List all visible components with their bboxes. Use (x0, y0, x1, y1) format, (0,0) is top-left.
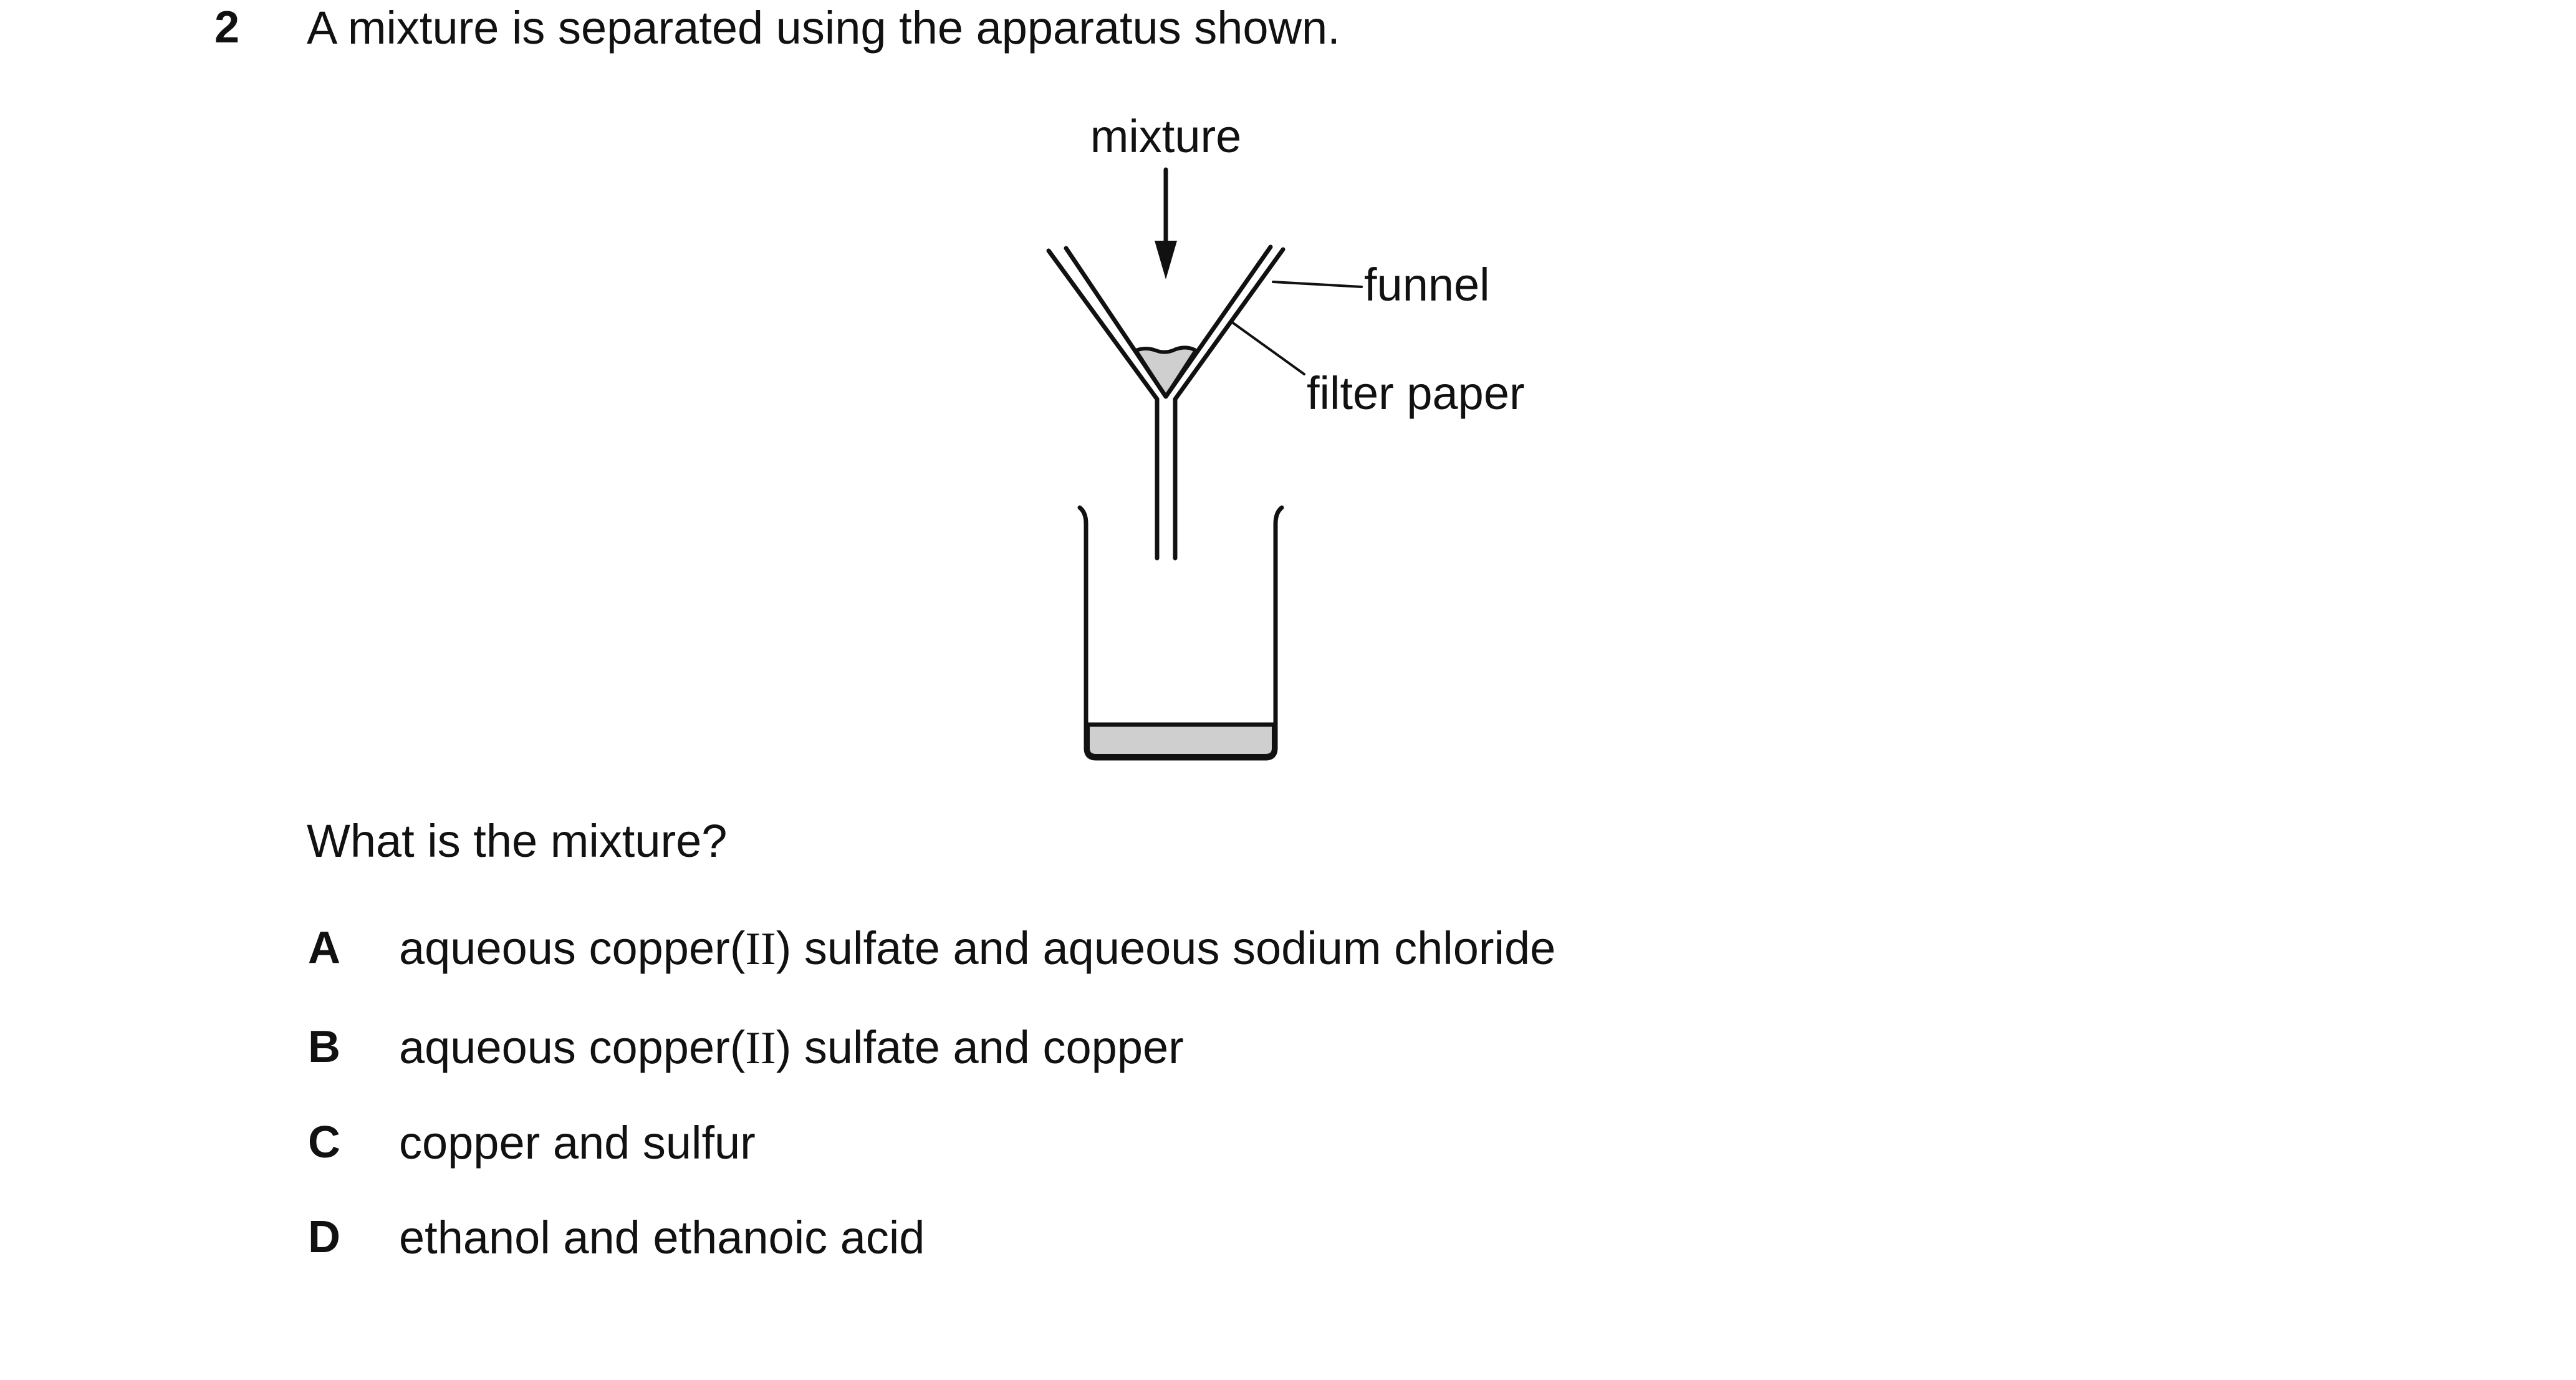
option-d-text[interactable]: ethanol and ethanoic acid (399, 1212, 925, 1263)
filter-paper-leader-line (1232, 322, 1305, 375)
question-number: 2 (214, 2, 240, 52)
funnel-leader-line (1272, 281, 1363, 288)
option-a-text[interactable]: aqueous copper(II) sulfate and aqueous s… (399, 922, 1556, 975)
option-c-letter[interactable]: C (308, 1117, 340, 1167)
option-d-letter[interactable]: D (308, 1212, 340, 1262)
label-funnel: funnel (1364, 259, 1490, 311)
option-b-letter[interactable]: B (308, 1022, 340, 1072)
filter-paper (1064, 244, 1273, 399)
funnel-outer-wall (1046, 248, 1160, 561)
question-stem: A mixture is separated using the apparat… (307, 2, 1340, 54)
filtration-apparatus-diagram: mixture funnel filter paper (1046, 110, 1525, 761)
label-filter-paper: filter paper (1307, 367, 1525, 419)
beaker (1077, 505, 1284, 761)
residue (1134, 345, 1198, 398)
option-c-text[interactable]: copper and sulfur (399, 1117, 756, 1169)
arrow-head-icon (1155, 241, 1177, 279)
filtrate (1086, 723, 1276, 758)
label-mixture: mixture (1090, 110, 1242, 162)
option-b-text[interactable]: aqueous copper(II) sulfate and copper (399, 1021, 1184, 1074)
question-prompt: What is the mixture? (307, 815, 728, 867)
option-a-letter[interactable]: A (308, 923, 340, 973)
